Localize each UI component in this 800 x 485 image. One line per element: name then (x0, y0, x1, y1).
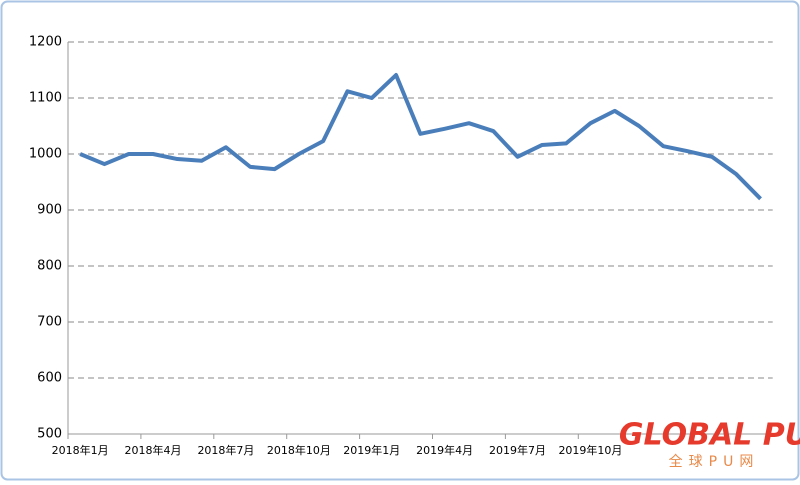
x-tick-label: 2019年7月 (489, 443, 546, 457)
data-line (79, 73, 762, 201)
watermark-subtitle: 全球PU网 (669, 453, 760, 470)
x-tick-label: 2018年10月 (267, 443, 331, 457)
x-tick-label: 2019年4月 (416, 443, 473, 457)
y-tick-label: 1100 (29, 91, 62, 106)
x-tick-label: 2018年7月 (197, 443, 254, 457)
y-tick-label: 800 (37, 259, 62, 274)
y-tick-label: 1200 (29, 35, 62, 50)
x-tick-label: 2019年10月 (558, 443, 622, 457)
x-tick-label: 2018年4月 (125, 443, 182, 457)
y-tick-label: 1000 (29, 147, 62, 162)
y-tick-label: 500 (37, 427, 62, 442)
y-tick-label: 900 (37, 203, 62, 218)
y-tick-label: 700 (37, 315, 62, 330)
y-tick-label: 600 (37, 371, 62, 386)
watermark-brand: GLOBAL PU (619, 418, 800, 453)
x-tick-label: 2019年1月 (343, 443, 400, 457)
x-tick-label: 2018年1月 (52, 443, 109, 457)
